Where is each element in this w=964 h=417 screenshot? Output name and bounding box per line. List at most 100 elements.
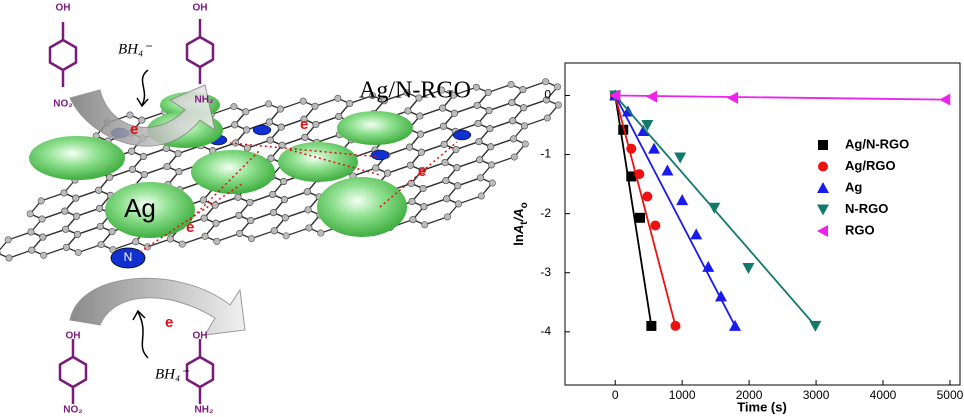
carbon-atom xyxy=(417,131,423,137)
marker xyxy=(674,153,686,164)
carbon-atom xyxy=(202,233,208,239)
molecule-label: OH xyxy=(193,3,208,14)
carbon-atom xyxy=(139,117,145,123)
ag-nanoparticle xyxy=(317,177,407,237)
marker xyxy=(650,220,660,230)
marker xyxy=(817,225,828,237)
carbon-atom xyxy=(410,216,416,222)
carbon-atom xyxy=(478,193,484,199)
figure: Ag/N-RGO Ag N BH₄⁻ BH₄⁻ e e e e e OH NO₂… xyxy=(0,0,964,417)
carbon-atom xyxy=(454,164,460,170)
y-label-part: A xyxy=(511,225,526,235)
carbon-atom xyxy=(28,229,34,235)
benzene-ring xyxy=(60,357,86,387)
carbon-atom xyxy=(542,79,548,85)
electron-label: e xyxy=(165,314,173,331)
marker xyxy=(818,162,828,172)
marker xyxy=(939,94,950,106)
carbon-atom xyxy=(520,86,526,92)
marker xyxy=(729,320,741,331)
carbon-atom xyxy=(305,207,311,213)
carbon-atom xyxy=(38,198,44,204)
carbon-atom xyxy=(440,123,446,129)
ag-nanoparticle xyxy=(337,111,413,145)
molecule-label: NH₂ xyxy=(195,405,214,416)
carbon-atom xyxy=(243,109,249,115)
carbon-atom xyxy=(477,175,483,181)
carbon-atom xyxy=(214,238,220,244)
x-tick-label: 0 xyxy=(612,388,619,402)
carbon-atom xyxy=(6,255,12,261)
marker xyxy=(818,140,828,150)
carbon-atom xyxy=(141,171,147,177)
electron-label: e xyxy=(130,121,138,138)
carbon-atom xyxy=(269,191,275,197)
electron-label: e xyxy=(418,163,426,180)
carbon-atom xyxy=(212,202,218,208)
legend-label: Ag/N-RGO xyxy=(845,136,909,151)
x-tick-label: 5000 xyxy=(937,388,964,402)
marker xyxy=(676,194,688,205)
carbon-atom xyxy=(62,226,68,232)
carbon-atom xyxy=(475,120,481,126)
carbon-atom xyxy=(96,205,102,211)
carbon-atom xyxy=(486,107,492,113)
carbon-atom xyxy=(521,123,527,129)
carbon-atom xyxy=(488,162,494,168)
carbon-atom xyxy=(520,105,526,111)
carbon-atom xyxy=(473,84,479,90)
legend-label: Ag/RGO xyxy=(845,158,896,173)
carbon-atom xyxy=(439,105,445,111)
carbon-atom xyxy=(373,165,379,171)
carbon-atom xyxy=(179,241,185,247)
carbon-atom xyxy=(247,199,253,205)
x-tick-label: 2000 xyxy=(736,388,763,402)
x-tick-label: 3000 xyxy=(803,388,830,402)
carbon-atom xyxy=(109,228,115,234)
carbon-atom xyxy=(453,146,459,152)
carbon-atom xyxy=(487,144,493,150)
marker xyxy=(817,182,829,193)
reaction-arrow xyxy=(70,278,245,335)
carbon-atom xyxy=(266,119,272,125)
marker xyxy=(708,203,720,214)
y-label-part: ln xyxy=(511,234,526,246)
carbon-atom xyxy=(451,110,457,116)
y-tick-label: -3 xyxy=(540,265,551,279)
particle-label: Ag xyxy=(124,193,156,223)
marker xyxy=(661,165,673,176)
carbon-atom xyxy=(300,98,306,104)
carbon-atom xyxy=(485,89,491,95)
y-tick-label: -1 xyxy=(540,147,551,161)
carbon-atom xyxy=(489,180,495,186)
marker xyxy=(817,205,829,216)
carbon-atom xyxy=(522,141,528,147)
carbon-atom xyxy=(167,236,173,242)
carbon-atom xyxy=(95,187,101,193)
carbon-atom xyxy=(29,247,35,253)
carbon-atom xyxy=(247,217,253,223)
marker xyxy=(634,169,644,179)
carbon-atom xyxy=(5,237,11,243)
marker xyxy=(646,321,656,331)
carbon-atom xyxy=(61,190,67,196)
carbon-atom xyxy=(271,228,277,234)
carbon-atom xyxy=(304,189,310,195)
carbon-atom xyxy=(127,112,133,118)
carbon-atom xyxy=(476,157,482,163)
benzene-ring xyxy=(187,37,213,67)
carbon-atom xyxy=(444,214,450,220)
carbon-atom xyxy=(73,195,79,201)
carbon-atom xyxy=(417,113,423,119)
fit-line xyxy=(615,95,945,99)
carbon-atom xyxy=(313,121,319,127)
carbon-atom xyxy=(164,163,170,169)
carbon-atom xyxy=(98,241,104,247)
carbon-atom xyxy=(27,211,33,217)
carbon-atom xyxy=(40,252,46,258)
y-tick-label: 0 xyxy=(544,88,551,102)
carbon-atom xyxy=(280,178,286,184)
carbon-atom xyxy=(278,124,284,130)
carbon-atom xyxy=(175,150,181,156)
carbon-atom xyxy=(405,108,411,114)
